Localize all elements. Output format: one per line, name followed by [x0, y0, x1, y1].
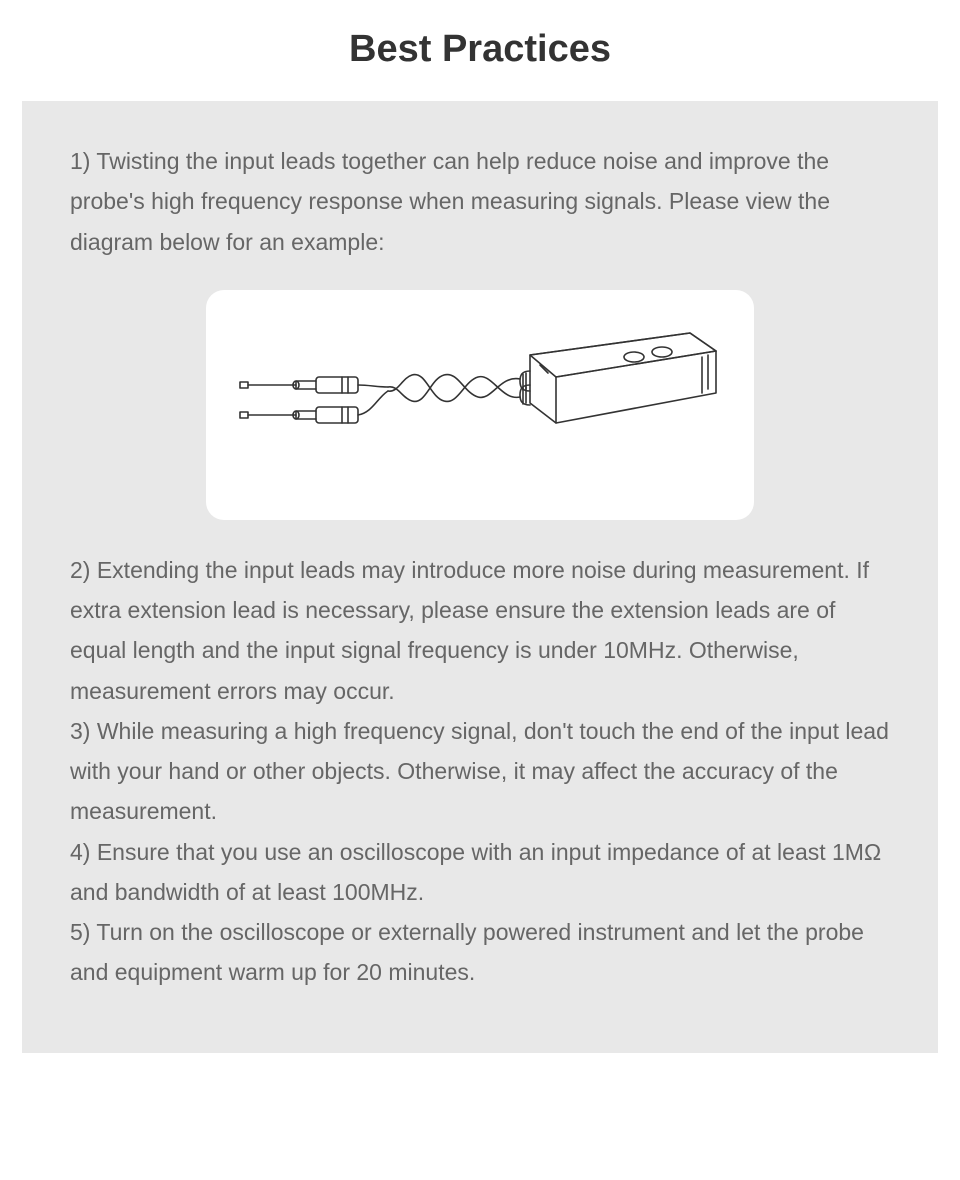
page-title: Best Practices: [0, 0, 960, 101]
practice-item-3: 3) While measuring a high frequency sign…: [70, 711, 890, 832]
diagram-box: [206, 290, 754, 520]
diagram-container: [70, 262, 890, 550]
practice-item-1: 1) Twisting the input leads together can…: [70, 141, 890, 262]
practice-item-4: 4) Ensure that you use an oscilloscope w…: [70, 832, 890, 913]
content-panel: 1) Twisting the input leads together can…: [22, 101, 938, 1053]
twisted-leads-diagram: [230, 315, 730, 495]
practice-item-2: 2) Extending the input leads may introdu…: [70, 550, 890, 711]
practice-item-5: 5) Turn on the oscilloscope or externall…: [70, 912, 890, 993]
